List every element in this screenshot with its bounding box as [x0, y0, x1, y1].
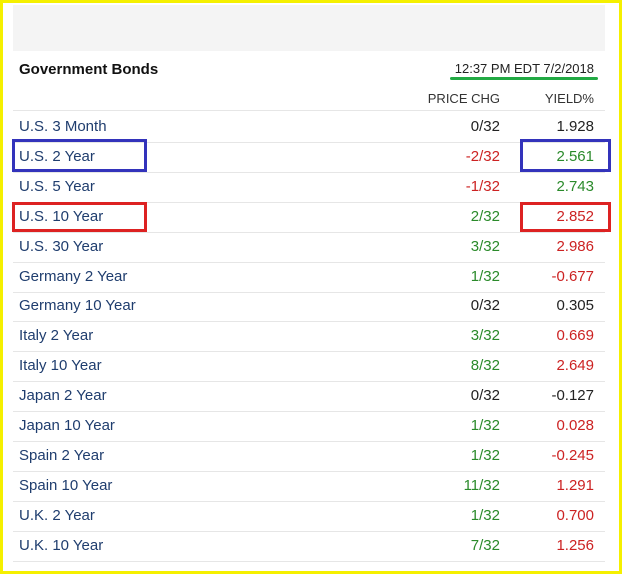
yield: 0.305: [556, 297, 594, 315]
price-change: 3/32: [470, 237, 500, 255]
row-divider: [13, 321, 605, 323]
title: Government Bonds: [19, 61, 159, 78]
row-divider: [13, 142, 605, 143]
row-divider: [13, 291, 605, 293]
bond-name: U.S. 30 Year: [19, 237, 104, 255]
bond-name: U.S. 5 Year: [19, 177, 95, 195]
column-header: YIELD%: [544, 91, 594, 106]
bond-name: Germany 2 Year: [19, 267, 128, 285]
price-change: 1/32: [470, 446, 500, 464]
row-divider: [13, 500, 605, 502]
yield: 2.986: [556, 237, 594, 255]
divider: [13, 110, 605, 111]
price-change: 1/32: [470, 417, 500, 434]
price-change: 0/32: [470, 118, 500, 135]
row-divider: [13, 560, 605, 562]
price-change: 2/32: [470, 207, 500, 225]
price-change: 3/32: [470, 327, 500, 345]
bond-name: Japan 2 Year: [19, 387, 107, 405]
price-change: 1/32: [470, 506, 500, 524]
bond-name: U.S. 2 Year: [19, 147, 95, 165]
price-change: -1/32: [465, 177, 500, 195]
yield: -0.127: [551, 387, 594, 405]
bond-name: Spain 10 Year: [19, 476, 113, 494]
row-divider: [13, 441, 605, 442]
bond-name: U.K. 10 Year: [19, 536, 104, 554]
top-bar: [13, 5, 605, 51]
highlight-box: [520, 139, 611, 172]
highlight-box: [12, 202, 147, 232]
bond-name: Japan 10 Year: [19, 417, 115, 434]
row-divider: [13, 351, 605, 353]
row-divider: [13, 530, 605, 532]
row-divider: [13, 381, 605, 383]
yield: 1.928: [556, 118, 594, 135]
yield: 1.256: [556, 536, 594, 554]
price-change: 0/32: [470, 297, 500, 315]
column-header: PRICE CHG: [427, 91, 500, 106]
row-divider: [13, 171, 605, 173]
row-divider: [13, 201, 605, 203]
bond-name: Italy 2 Year: [19, 327, 94, 345]
yield: 2.852: [556, 207, 594, 225]
timestamp: 12:37 PM EDT 7/2/2018: [454, 61, 594, 76]
bond-name: U.K. 2 Year: [19, 506, 95, 524]
yield: -0.245: [551, 446, 594, 464]
bond-name: U.S. 3 Month: [19, 118, 107, 135]
yield: 0.669: [556, 327, 594, 345]
yield: -0.677: [551, 267, 594, 285]
timestamp-underline: [450, 77, 598, 80]
row-divider: [13, 470, 605, 472]
highlight-box: [520, 202, 611, 232]
bond-name: Germany 10 Year: [19, 297, 136, 315]
price-change: 1/32: [470, 267, 500, 285]
bond-name: Italy 10 Year: [19, 357, 102, 375]
price-change: 0/32: [470, 387, 500, 405]
bond-name: Spain 2 Year: [19, 446, 105, 464]
row-divider: [13, 411, 605, 413]
yield: 2.743: [556, 177, 594, 195]
price-change: 8/32: [470, 357, 500, 375]
price-change: 7/32: [470, 536, 500, 554]
price-change: 11/32: [463, 476, 500, 494]
yield: 0.028: [556, 417, 594, 434]
highlight-box: [12, 139, 147, 172]
yield: 1.291: [556, 476, 594, 494]
bond-name: U.S. 10 Year: [19, 207, 104, 225]
yield: 2.649: [556, 357, 594, 375]
row-divider: [13, 231, 605, 233]
yield: 0.700: [556, 506, 594, 524]
price-change: -2/32: [465, 147, 500, 165]
row-divider: [13, 261, 605, 263]
yield: 2.561: [556, 147, 594, 165]
